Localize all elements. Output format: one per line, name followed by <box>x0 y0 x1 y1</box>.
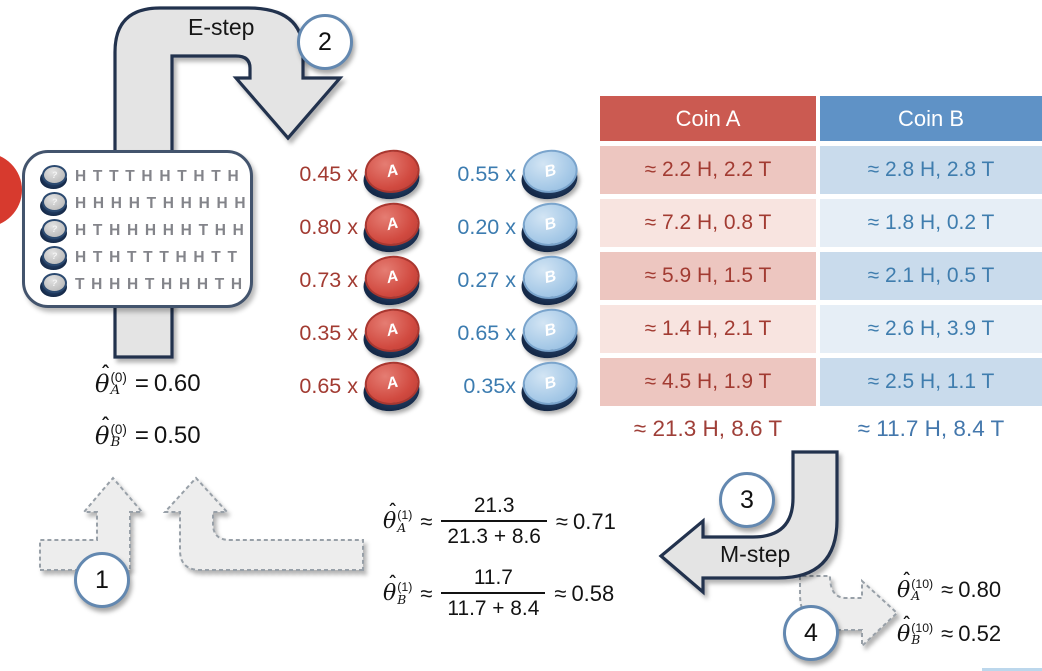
unknown-coin-icon: ? <box>40 164 67 189</box>
totals-cell-a: ≈ 21.3 H, 8.6 T <box>633 416 783 441</box>
unknown-coin-icon: ? <box>40 218 67 243</box>
weight-coin-a: 0.73 x <box>299 267 358 292</box>
theta-b-initial: θ ˆ (0) B = 0.50 <box>95 413 201 450</box>
weight-row: 0.73 x A 0.27 x B <box>288 252 580 308</box>
coin-b-icon: B <box>519 146 580 202</box>
flip-sequence: H T T T H H T H T H <box>75 167 240 185</box>
coin-a-icon: A <box>361 146 422 202</box>
coin-b-icon: B <box>519 252 580 308</box>
flip-sequence: H T H H H H H T H H <box>75 221 246 239</box>
expected-counts-table: Coin A Coin B ≈ 2.2 H, 2.2 T ≈ 2.8 H, 2.… <box>600 96 1042 452</box>
table-row: ≈ 4.5 H, 1.9 T ≈ 2.5 H, 1.1 T <box>600 358 1042 406</box>
weight-row: 0.65 x A 0.35x B <box>288 358 580 414</box>
weight-coin-b: 0.27 x <box>457 267 516 292</box>
sequence-row: ? H T H T T T H H T T <box>40 244 250 271</box>
restart-arrow-large <box>162 476 364 571</box>
sequence-row: ? H T T T H H T H T H <box>40 163 250 190</box>
coin-b-icon: B <box>519 358 580 414</box>
unknown-coin-icon: ? <box>40 272 67 297</box>
m-step-arrow <box>658 450 839 596</box>
coin-a-icon: A <box>361 199 422 255</box>
weight-coin-b: 0.55 x <box>457 161 516 186</box>
step-circle-3: 3 <box>719 472 775 528</box>
sequence-box: ? H T T T H H T H T H ? H H H H T H H H … <box>22 150 253 308</box>
unknown-coin-icon: ? <box>40 191 67 216</box>
flip-sequence: H T H T T T H H T T <box>75 248 239 266</box>
table-row: ≈ 1.4 H, 2.1 T ≈ 2.6 H, 3.9 T <box>600 305 1042 353</box>
table-row: ≈ 5.9 H, 1.5 T ≈ 2.1 H, 0.5 T <box>600 252 1042 300</box>
coin-a-header: Coin A <box>600 96 816 141</box>
flip-sequence: T H H H T H H H T H <box>75 275 244 293</box>
theta-a-initial: θ ˆ (0) A = 0.60 <box>95 361 201 398</box>
count-cell-a: ≈ 5.9 H, 1.5 T <box>600 252 816 300</box>
count-cell-b: ≈ 2.1 H, 0.5 T <box>820 252 1042 300</box>
weight-coin-b: 0.20 x <box>457 214 516 239</box>
weight-row: 0.80 x A 0.20 x B <box>288 199 580 255</box>
coin-a-icon: A <box>361 305 422 361</box>
step-circle-4: 4 <box>783 605 839 661</box>
sequence-row: ? H T H H H H H T H H <box>40 217 250 244</box>
weight-coin-a: 0.80 x <box>299 214 358 239</box>
weight-row: 0.45 x A 0.55 x B <box>288 146 580 202</box>
sequence-row: ? H H H H T H H H H H <box>40 190 250 217</box>
count-cell-a: ≈ 7.2 H, 0.8 T <box>600 199 816 247</box>
table-row: ≈ 2.2 H, 2.2 T ≈ 2.8 H, 2.8 T <box>600 146 1042 194</box>
table-header-row: Coin A Coin B <box>600 96 1042 141</box>
theta-b-update-formula: θ ˆ (1) B ≈11.7 11.7 + 8.4 ≈0.58 <box>383 566 615 621</box>
restart-arrow-small <box>39 476 145 571</box>
weight-coin-b: 0.65 x <box>457 320 516 345</box>
count-cell-b: ≈ 2.8 H, 2.8 T <box>820 146 1042 194</box>
coin-a-icon: A <box>361 252 422 308</box>
weight-coin-b: 0.35x <box>463 373 516 398</box>
count-cell-b: ≈ 2.5 H, 1.1 T <box>820 358 1042 406</box>
figure-bottom-edge <box>982 668 1042 671</box>
theta-a-final: θ ˆ (10) A ≈0.80 <box>897 569 1002 603</box>
count-cell-a: ≈ 4.5 H, 1.9 T <box>600 358 816 406</box>
weight-row: 0.35 x A 0.65 x B <box>288 305 580 361</box>
coin-b-icon: B <box>519 199 580 255</box>
sequence-row: ? T H H H T H H H T H <box>40 271 250 298</box>
unknown-coin-icon: ? <box>40 245 67 270</box>
coin-b-icon: B <box>519 305 580 361</box>
count-cell-a: ≈ 1.4 H, 2.1 T <box>600 305 816 353</box>
totals-cell-b: ≈ 11.7 H, 8.4 T <box>857 416 1005 441</box>
weight-coin-a: 0.65 x <box>299 373 358 398</box>
m-step-label: M-step <box>720 541 791 567</box>
e-step-label: E-step <box>188 14 255 40</box>
theta-a-update-formula: θ ˆ (1) A ≈21.3 21.3 + 8.6 ≈0.71 <box>383 494 616 549</box>
count-cell-a: ≈ 2.2 H, 2.2 T <box>600 146 816 194</box>
count-cell-b: ≈ 1.8 H, 0.2 T <box>820 199 1042 247</box>
coin-b-header: Coin B <box>820 96 1042 141</box>
step-circle-2: 2 <box>297 14 353 70</box>
flip-sequence: H H H H T H H H H H <box>75 194 247 212</box>
table-row: ≈ 7.2 H, 0.8 T ≈ 1.8 H, 0.2 T <box>600 199 1042 247</box>
step-circle-1: 1 <box>74 552 130 608</box>
table-totals-row: ≈ 21.3 H, 8.6 T ≈ 11.7 H, 8.4 T <box>600 411 1042 447</box>
figure-label-badge <box>0 153 22 227</box>
coin-a-icon: A <box>361 358 422 414</box>
weight-coin-a: 0.35 x <box>299 320 358 345</box>
weight-coin-a: 0.45 x <box>299 161 358 186</box>
count-cell-b: ≈ 2.6 H, 3.9 T <box>820 305 1042 353</box>
theta-b-final: θ ˆ (10) B ≈0.52 <box>897 613 1002 647</box>
